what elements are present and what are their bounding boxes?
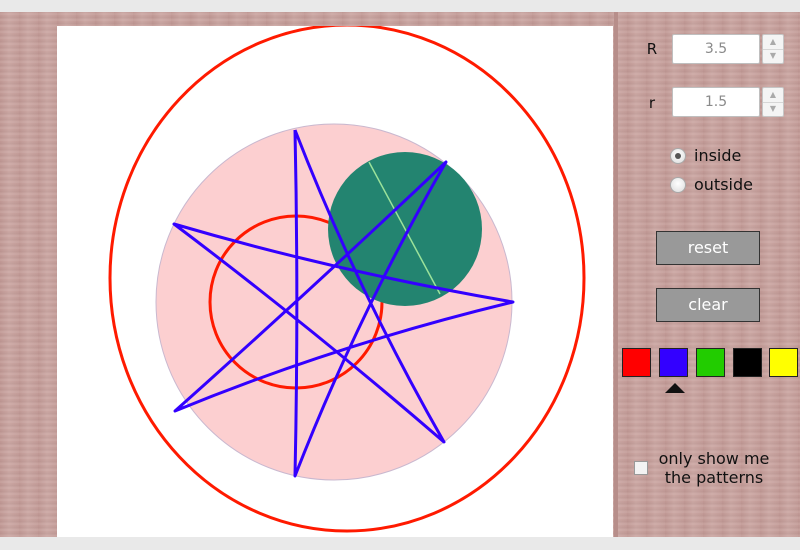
outside-radio[interactable] xyxy=(670,177,686,193)
clear-button[interactable]: clear xyxy=(656,288,760,322)
r-spin-buttons[interactable]: ▲ ▼ xyxy=(762,87,784,117)
R-spin-buttons[interactable]: ▲ ▼ xyxy=(762,34,784,64)
outer-trace-circle xyxy=(108,26,586,533)
panel-divider xyxy=(614,12,618,537)
color-swatch-green[interactable] xyxy=(696,348,725,377)
only-patterns-checkbox[interactable] xyxy=(634,461,648,475)
rolling-radius-line xyxy=(368,161,441,295)
pattern-curve xyxy=(172,129,515,478)
drawing-canvas[interactable] xyxy=(57,26,613,537)
spirograph-drawing[interactable] xyxy=(57,26,613,537)
selected-color-indicator-icon xyxy=(665,383,685,393)
r-increment-icon[interactable]: ▲ xyxy=(763,88,783,103)
color-swatch-blue[interactable] xyxy=(659,348,688,377)
inside-label: inside xyxy=(694,146,742,165)
R-input[interactable]: 3.5 xyxy=(672,34,760,64)
R-label: R xyxy=(646,40,658,58)
color-swatch-black[interactable] xyxy=(733,348,762,377)
R-increment-icon[interactable]: ▲ xyxy=(763,35,783,50)
only-patterns-label[interactable]: only show me the patterns xyxy=(658,449,770,487)
r-spinner[interactable]: 1.5 ▲ ▼ xyxy=(672,87,786,117)
color-swatch-yellow[interactable] xyxy=(769,348,798,377)
r-label: r xyxy=(648,94,656,112)
r-input[interactable]: 1.5 xyxy=(672,87,760,117)
inside-radio[interactable] xyxy=(670,148,686,164)
spirograph-pattern xyxy=(172,129,515,478)
reset-button[interactable]: reset xyxy=(656,231,760,265)
R-spinner[interactable]: 3.5 ▲ ▼ xyxy=(672,34,786,64)
r-decrement-icon[interactable]: ▼ xyxy=(769,104,777,113)
outside-label: outside xyxy=(694,175,753,194)
R-decrement-icon[interactable]: ▼ xyxy=(769,51,777,60)
color-swatch-red[interactable] xyxy=(622,348,651,377)
